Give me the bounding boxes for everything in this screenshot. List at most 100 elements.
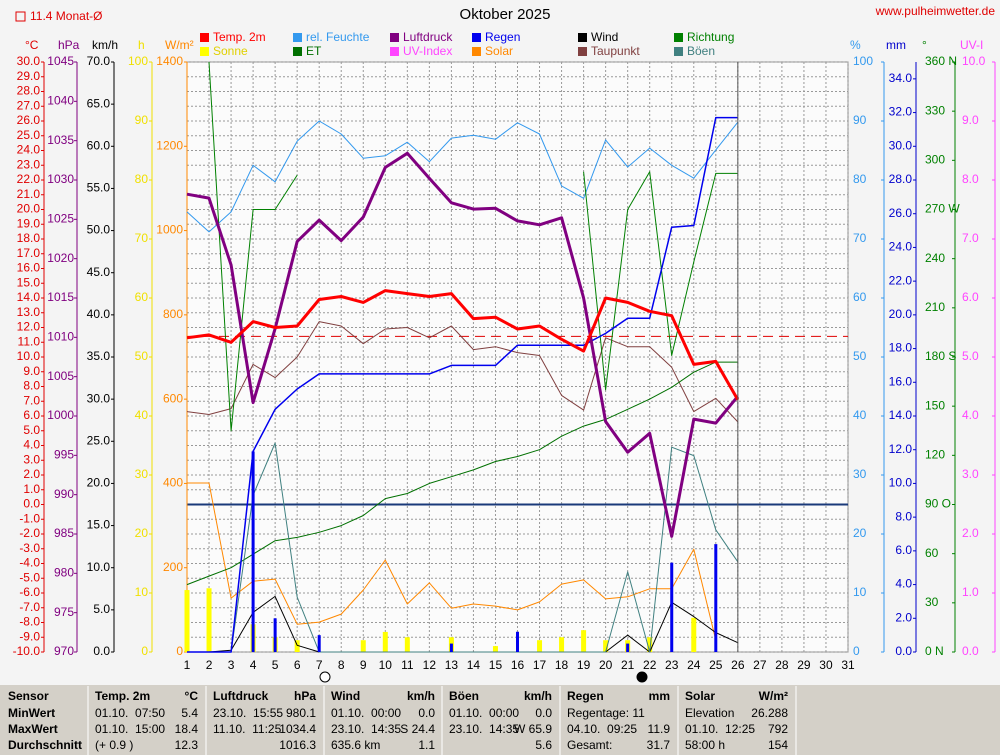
stats-cell: 23.10. 14:35: [331, 722, 401, 736]
tick-label: 7.0: [23, 393, 40, 407]
tick-label: 0 N: [925, 644, 944, 658]
tick-label: 1.0: [23, 482, 40, 496]
legend-label: Richtung: [687, 30, 734, 44]
tick-label: 24.0: [17, 143, 41, 157]
stats-cell: 01.10. 15:00: [95, 722, 165, 736]
monthly-mean-label: 11.4 Monat-Ø: [30, 9, 102, 23]
x-tick-label: 9: [360, 658, 367, 672]
x-tick-label: 15: [489, 658, 503, 672]
stats-unit: km/h: [524, 689, 552, 703]
tick-label: 8.0: [962, 172, 979, 186]
tick-label: 985: [54, 526, 74, 540]
stats-header: Temp. 2m: [95, 689, 150, 703]
stats-value: 980.1: [286, 706, 316, 720]
stats-cell: 11.10. 11:25: [213, 722, 282, 736]
tick-label: 20.0: [17, 202, 41, 216]
tick-label: 2.0: [23, 467, 40, 481]
stats-value: S 24.4: [400, 722, 435, 736]
source: www.pulheimwetter.de: [875, 4, 996, 18]
tick-label: 0.0: [93, 644, 110, 658]
tick-label: 6.0: [895, 543, 912, 557]
x-tick-label: 16: [511, 658, 525, 672]
tick-label: -9.0: [19, 629, 40, 643]
mean-icon: [15, 11, 26, 22]
legend-swatch: [390, 33, 399, 42]
tick-label: 70.0: [87, 54, 111, 68]
tick-label: 90: [853, 113, 867, 127]
x-tick-label: 28: [775, 658, 789, 672]
tick-label: 40: [853, 408, 867, 422]
tick-label: 20: [853, 526, 867, 540]
stats-cell: 04.10. 09:25: [567, 722, 637, 736]
stats-cell: (+ 0.9 ): [95, 738, 133, 752]
bar: [404, 637, 410, 652]
tick-label: 0.0: [962, 644, 979, 658]
tick-label: 1045: [47, 54, 74, 68]
tick-label: 30: [853, 467, 867, 481]
tick-label: -10.0: [13, 644, 41, 658]
stats-value: 11.9: [648, 722, 671, 736]
tick-label: 1200: [156, 138, 183, 152]
tick-label: 5.0: [93, 602, 110, 616]
stats-header: Böen: [449, 689, 479, 703]
tick-label: 70: [135, 231, 149, 245]
tick-label: 10.0: [889, 476, 913, 490]
tick-label: 4.0: [962, 408, 979, 422]
x-tick-label: 23: [665, 658, 679, 672]
axis-title: mm: [886, 38, 906, 52]
tick-label: 4.0: [23, 438, 40, 452]
stats-cell: 58:00 h: [685, 738, 725, 752]
tick-label: 10.0: [962, 54, 986, 68]
tick-label: 200: [163, 560, 183, 574]
series-line: [186, 120, 739, 233]
tick-label: 25.0: [17, 128, 41, 142]
tick-label: 40.0: [87, 307, 111, 321]
stats-value: 18.4: [175, 722, 199, 736]
tick-label: 1030: [47, 172, 74, 186]
tick-label: -7.0: [19, 600, 40, 614]
tick-label: 65.0: [87, 96, 111, 110]
x-tick-label: 8: [338, 658, 345, 672]
tick-label: 18.0: [889, 341, 913, 355]
series-line: [186, 321, 739, 423]
series-line: [187, 442, 739, 653]
bar: [516, 631, 519, 652]
stats-value: 1034.4: [279, 722, 316, 736]
stats-header: Regen: [567, 689, 604, 703]
legend-swatch: [578, 47, 587, 56]
tick-label: 60: [135, 290, 149, 304]
tick-label: 1025: [47, 212, 74, 226]
x-tick-label: 25: [709, 658, 723, 672]
tick-label: 20: [135, 526, 149, 540]
tick-label: 30: [135, 467, 149, 481]
tick-label: 29.0: [17, 69, 41, 83]
stats-row-label: MinWert: [8, 706, 55, 720]
legend-label: rel. Feuchte: [306, 30, 370, 44]
x-tick-label: 3: [228, 658, 235, 672]
stats-value: 5.4: [181, 706, 198, 720]
legend-label: ET: [306, 44, 322, 58]
tick-label: 55.0: [87, 181, 111, 195]
stats-unit: km/h: [407, 689, 435, 703]
stats-value: W 65.9: [514, 722, 552, 736]
tick-label: 26.0: [17, 113, 41, 127]
tick-label: -3.0: [19, 541, 40, 555]
x-tick-label: 6: [294, 658, 301, 672]
stats-header: Solar: [685, 689, 715, 703]
tick-label: 8.0: [23, 379, 40, 393]
tick-label: 0.0: [23, 497, 40, 511]
legend-swatch: [674, 33, 683, 42]
tick-label: 270 W: [925, 202, 960, 216]
stats-value: 0.0: [418, 706, 435, 720]
stats-value: 154: [768, 738, 788, 752]
tick-label: -5.0: [19, 570, 40, 584]
tick-label: 210: [925, 300, 945, 314]
legend-label: UV-Index: [403, 44, 452, 58]
x-tick-label: 31: [841, 658, 855, 672]
axis-title: km/h: [92, 38, 118, 52]
tick-label: 0.0: [895, 644, 912, 658]
tick-label: -6.0: [19, 585, 40, 599]
series-line: [187, 482, 717, 641]
tick-label: 360 N: [925, 54, 957, 68]
